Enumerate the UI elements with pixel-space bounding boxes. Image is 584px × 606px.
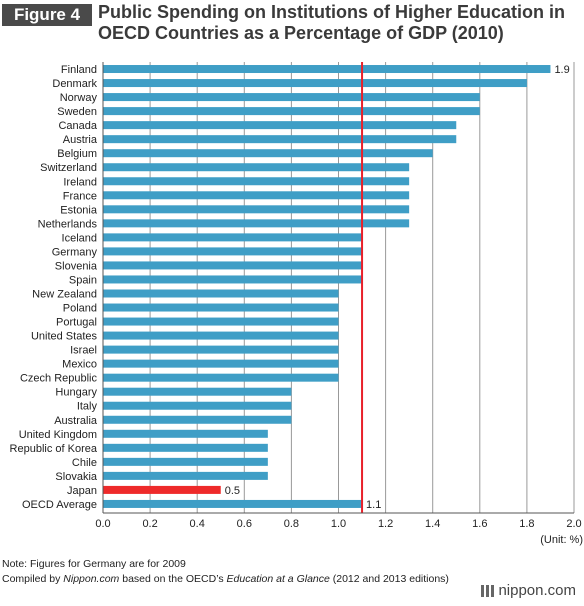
x-tick-label: 1.4 bbox=[425, 518, 440, 530]
category-label: Japan bbox=[67, 485, 97, 497]
data-label: 0.5 bbox=[225, 485, 240, 497]
category-label: New Zealand bbox=[32, 288, 97, 300]
bar bbox=[103, 345, 339, 354]
bar bbox=[103, 121, 457, 130]
data-label: 1.9 bbox=[554, 64, 569, 76]
bar bbox=[103, 457, 268, 466]
x-tick-label: 0.0 bbox=[95, 518, 110, 530]
bar bbox=[103, 499, 363, 508]
category-label: Sweden bbox=[57, 106, 97, 118]
credit-suffix: (2012 and 2013 editions) bbox=[329, 573, 449, 585]
category-label: United States bbox=[31, 331, 98, 343]
category-label: Norway bbox=[60, 92, 98, 104]
bar bbox=[103, 485, 221, 494]
bar bbox=[103, 107, 480, 116]
nippon-logo: nippon.com bbox=[481, 582, 576, 599]
category-label: Czech Republic bbox=[20, 373, 98, 385]
bar bbox=[103, 471, 268, 480]
category-label: OECD Average bbox=[22, 499, 97, 511]
x-tick-label: 0.6 bbox=[237, 518, 252, 530]
category-label: Denmark bbox=[52, 78, 97, 90]
category-label: Republic of Korea bbox=[10, 443, 98, 455]
category-label: Italy bbox=[77, 401, 98, 413]
bar bbox=[103, 275, 363, 284]
bar bbox=[103, 135, 457, 144]
x-tick-label: 0.2 bbox=[142, 518, 157, 530]
unit-label: (Unit: %) bbox=[540, 534, 583, 546]
category-label: Estonia bbox=[60, 204, 98, 216]
x-tick-label: 1.6 bbox=[472, 518, 487, 530]
bar bbox=[103, 191, 410, 200]
credit-site: Nippon.com bbox=[63, 573, 120, 585]
logo-mark-icon bbox=[481, 584, 495, 597]
category-label: Ireland bbox=[63, 176, 97, 188]
category-label: Israel bbox=[70, 345, 97, 357]
category-label: Canada bbox=[58, 120, 97, 132]
category-label: United Kingdom bbox=[19, 429, 97, 441]
chart-credit: Compiled by Nippon.com based on the OECD… bbox=[2, 573, 449, 585]
category-label: Netherlands bbox=[38, 218, 98, 230]
credit-prefix: Compiled by bbox=[2, 573, 64, 585]
bar bbox=[103, 177, 410, 186]
bar bbox=[103, 79, 527, 88]
category-label: France bbox=[63, 190, 97, 202]
category-label: Portugal bbox=[56, 317, 97, 329]
title-line-2: OECD Countries as a Percentage of GDP (2… bbox=[98, 23, 504, 43]
figure-label: Figure 4 bbox=[2, 4, 92, 26]
bar bbox=[103, 415, 292, 424]
bar bbox=[103, 443, 268, 452]
bar bbox=[103, 373, 339, 382]
bar bbox=[103, 163, 410, 172]
bar bbox=[103, 359, 339, 368]
credit-book: Education at a Glance bbox=[226, 573, 330, 585]
logo-text: nippon.com bbox=[498, 582, 576, 599]
bar bbox=[103, 205, 410, 214]
bar bbox=[103, 65, 551, 74]
category-label: Slovakia bbox=[55, 471, 97, 483]
bar bbox=[103, 429, 268, 438]
credit-mid: based on the OECD’s bbox=[119, 573, 227, 585]
category-label: Hungary bbox=[55, 387, 97, 399]
category-label: Germany bbox=[52, 246, 98, 258]
category-label: Iceland bbox=[62, 232, 97, 244]
bar bbox=[103, 317, 339, 326]
bar bbox=[103, 387, 292, 396]
x-tick-label: 0.4 bbox=[190, 518, 205, 530]
category-label: Austria bbox=[63, 134, 98, 146]
bar bbox=[103, 233, 363, 242]
x-tick-label: 0.8 bbox=[284, 518, 299, 530]
bar bbox=[103, 331, 339, 340]
bar bbox=[103, 261, 363, 270]
bar bbox=[103, 149, 433, 158]
bar bbox=[103, 303, 339, 312]
category-label: Finland bbox=[61, 64, 97, 76]
x-tick-label: 1.0 bbox=[331, 518, 346, 530]
data-label: 1.1 bbox=[366, 499, 381, 511]
category-label: Switzerland bbox=[40, 162, 97, 174]
category-label: Slovenia bbox=[55, 260, 98, 272]
x-tick-label: 2.0 bbox=[566, 518, 581, 530]
title-line-1: Public Spending on Institutions of Highe… bbox=[98, 2, 565, 22]
bar bbox=[103, 401, 292, 410]
bar bbox=[103, 219, 410, 228]
bar-chart: 0.0 0.2 0.4 0.6 0.8 1.0 1.2 1.4 1.6 1.8 2.0 Finland… bbox=[10, 62, 583, 546]
x-tick-label: 1.2 bbox=[378, 518, 393, 530]
category-label: Chile bbox=[72, 457, 97, 469]
bar bbox=[103, 93, 480, 102]
bar bbox=[103, 289, 339, 298]
category-label: Mexico bbox=[62, 359, 97, 371]
category-label: Poland bbox=[63, 303, 97, 315]
x-tick-label: 1.8 bbox=[519, 518, 534, 530]
chart-title: Public Spending on Institutions of Highe… bbox=[98, 2, 578, 44]
category-label: Spain bbox=[69, 274, 97, 286]
chart-note: Note: Figures for Germany are for 2009 bbox=[2, 558, 186, 570]
bar bbox=[103, 247, 363, 256]
category-label: Australia bbox=[54, 415, 98, 427]
category-label: Belgium bbox=[57, 148, 97, 160]
